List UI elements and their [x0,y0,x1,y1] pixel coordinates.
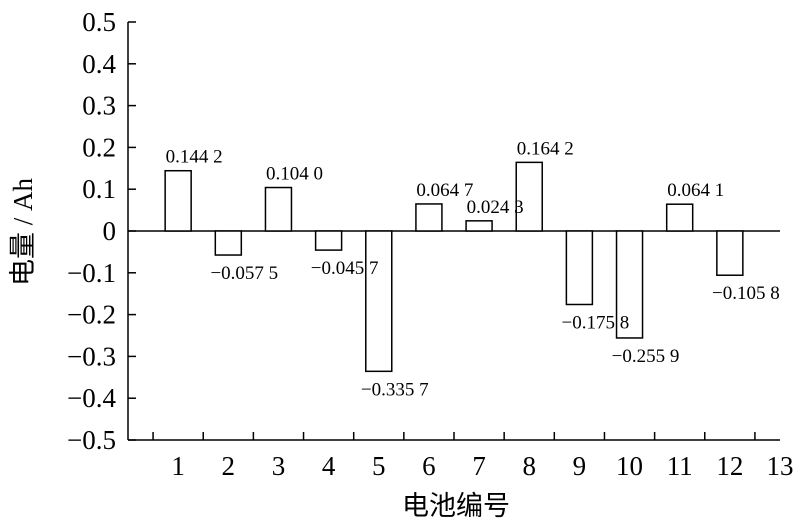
bar [465,220,493,232]
y-tick-label: 0.2 [82,132,116,162]
bar [164,169,192,232]
y-tick-label: 0 [103,216,117,246]
y-tick-label: 0.5 [82,7,116,37]
data-label: 0.064 7 [416,180,473,201]
data-label: 0.144 2 [166,147,223,168]
x-tick-label: 11 [667,451,693,481]
bar [665,203,694,232]
bar [415,203,443,232]
bars [164,161,744,373]
y-ticks: 0.5 0.4 0.3 0.2 0.1 0 −0.1 −0.2 −0.3 −0.4 −0.5 [67,7,136,455]
y-tick-label: 0.1 [82,174,116,204]
data-label: −0.105 8 [712,283,780,304]
x-tick-label: 6 [422,451,436,481]
data-labels: 0.144 2 −0.057 5 0.104 0 −0.045 7 −0.335 7 0.… [166,138,780,400]
x-tick-label: 4 [322,451,336,481]
data-label: 0.024 3 [467,197,524,218]
data-label: 0.104 0 [266,164,323,185]
bar [515,161,543,232]
x-ticks: 1 2 3 4 5 6 7 8 9 10 11 12 13 [152,432,794,481]
bar [565,230,594,306]
x-tick-label: 2 [222,451,236,481]
x-tick-label: 10 [616,451,643,481]
data-label: −0.255 9 [612,346,680,367]
x-tick-label: 1 [171,451,185,481]
y-tick-label: −0.1 [67,258,116,288]
bar [214,230,243,256]
bar [264,186,293,232]
data-label: −0.057 5 [210,263,278,284]
data-label: −0.335 7 [361,379,429,400]
x-tick-label: 3 [272,451,286,481]
x-tick-label: 13 [767,451,794,481]
y-tick-label: −0.4 [67,383,116,413]
x-tick-label: 5 [372,451,386,481]
data-label: 0.064 1 [667,180,724,201]
data-label: 0.164 2 [517,138,574,159]
bar [314,230,343,251]
x-tick-label: 12 [716,451,743,481]
bar [716,230,744,276]
bar [615,230,644,339]
data-label: −0.175 8 [562,312,630,333]
y-tick-label: −0.2 [67,300,116,330]
x-tick-label: 7 [472,451,486,481]
y-tick-label: −0.5 [67,425,116,455]
bar [365,230,393,373]
y-axis-title: 电量 / Ah [8,178,38,286]
y-tick-label: 0.4 [82,49,116,79]
x-axis-title: 电池编号 [402,491,510,521]
x-tick-label: 9 [573,451,587,481]
x-tick-label: 8 [522,451,536,481]
y-tick-label: 0.3 [82,91,116,121]
y-tick-label: −0.3 [67,341,116,371]
data-label: −0.045 7 [311,258,379,279]
